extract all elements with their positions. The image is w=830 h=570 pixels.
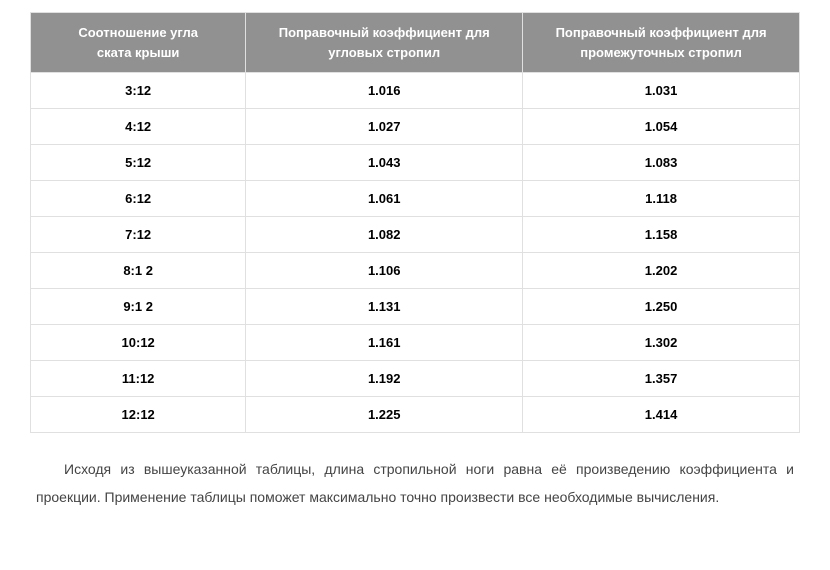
column-header-intermediate-line2: промежуточных стропил [580, 45, 742, 60]
table-cell: 1.202 [523, 253, 800, 289]
table-row: 3:121.0161.031 [31, 73, 800, 109]
table-row: 9:1 21.1311.250 [31, 289, 800, 325]
table-row: 8:1 21.1061.202 [31, 253, 800, 289]
table-cell: 1.131 [246, 289, 523, 325]
table-cell: 1.192 [246, 361, 523, 397]
table-cell: 3:12 [31, 73, 246, 109]
table-cell: 1.054 [523, 109, 800, 145]
table-cell: 9:1 2 [31, 289, 246, 325]
table-cell: 1.161 [246, 325, 523, 361]
description-paragraph: Исходя из вышеуказанной таблицы, длина с… [30, 455, 800, 511]
table-row: 6:121.0611.118 [31, 181, 800, 217]
table-cell: 1.043 [246, 145, 523, 181]
table-row: 7:121.0821.158 [31, 217, 800, 253]
table-cell: 1.118 [523, 181, 800, 217]
table-cell: 1.061 [246, 181, 523, 217]
table-cell: 1.302 [523, 325, 800, 361]
table-cell: 8:1 2 [31, 253, 246, 289]
table-row: 10:121.1611.302 [31, 325, 800, 361]
table-cell: 1.225 [246, 397, 523, 433]
table-cell: 1.106 [246, 253, 523, 289]
column-header-ratio: Соотношение угла ската крыши [31, 13, 246, 73]
table-cell: 1.082 [246, 217, 523, 253]
table-header: Соотношение угла ската крыши Поправочный… [31, 13, 800, 73]
column-header-intermediate-line1: Поправочный коэффициент для [556, 25, 767, 40]
table-cell: 5:12 [31, 145, 246, 181]
table-header-row: Соотношение угла ската крыши Поправочный… [31, 13, 800, 73]
table-cell: 6:12 [31, 181, 246, 217]
table-cell: 1.016 [246, 73, 523, 109]
table-cell: 1.027 [246, 109, 523, 145]
table-cell: 1.158 [523, 217, 800, 253]
table-cell: 12:12 [31, 397, 246, 433]
table-cell: 1.031 [523, 73, 800, 109]
table-row: 5:121.0431.083 [31, 145, 800, 181]
table-cell: 4:12 [31, 109, 246, 145]
table-cell: 7:12 [31, 217, 246, 253]
table-cell: 1.357 [523, 361, 800, 397]
table-cell: 1.414 [523, 397, 800, 433]
column-header-corner: Поправочный коэффициент для угловых стро… [246, 13, 523, 73]
table-cell: 1.083 [523, 145, 800, 181]
table-row: 12:121.2251.414 [31, 397, 800, 433]
table-cell: 11:12 [31, 361, 246, 397]
column-header-ratio-line1: Соотношение угла [78, 25, 198, 40]
table-cell: 10:12 [31, 325, 246, 361]
coefficient-table: Соотношение угла ската крыши Поправочный… [30, 12, 800, 433]
table-row: 4:121.0271.054 [31, 109, 800, 145]
column-header-ratio-line2: ската крыши [97, 45, 180, 60]
table-body: 3:121.0161.0314:121.0271.0545:121.0431.0… [31, 73, 800, 433]
table-row: 11:121.1921.357 [31, 361, 800, 397]
table-cell: 1.250 [523, 289, 800, 325]
column-header-corner-line1: Поправочный коэффициент для [279, 25, 490, 40]
column-header-corner-line2: угловых стропил [328, 45, 440, 60]
column-header-intermediate: Поправочный коэффициент для промежуточны… [523, 13, 800, 73]
